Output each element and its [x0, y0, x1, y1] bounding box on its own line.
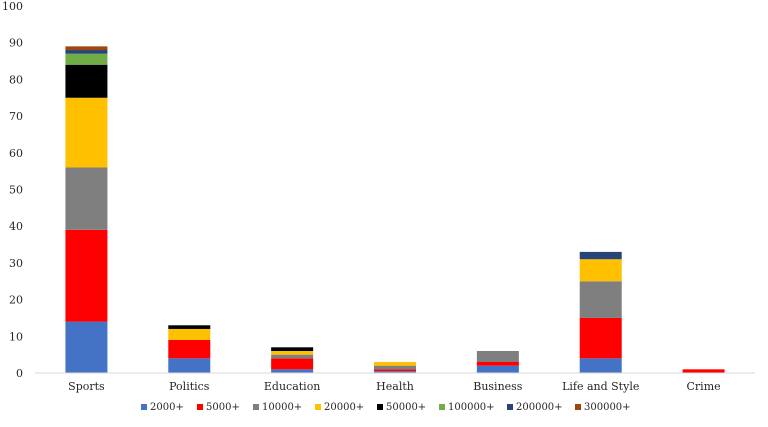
y-tick-label: 60	[9, 147, 23, 160]
legend-swatch	[197, 404, 203, 410]
bar-segment	[682, 369, 725, 373]
bar-segment	[271, 354, 314, 359]
bar-segment	[579, 251, 622, 260]
x-tick-label: Politics	[169, 380, 210, 393]
bar-segment	[168, 328, 211, 340]
bar-segment	[168, 339, 211, 359]
y-tick-label: 10	[9, 330, 23, 343]
legend-label: 200000+	[516, 402, 563, 413]
bar-segment	[65, 46, 108, 51]
plot-area-background	[35, 6, 755, 373]
bar-segment	[168, 325, 211, 329]
legend-label: 50000+	[386, 402, 426, 413]
legend-label: 2000+	[150, 402, 184, 413]
bar-segment	[271, 350, 314, 355]
bar-segment	[65, 64, 108, 98]
bar-segment	[65, 321, 108, 373]
y-tick-label: 70	[9, 110, 23, 123]
bar-segment	[374, 365, 416, 370]
bar-segment	[579, 317, 622, 359]
x-axis: Sports Politics Education Health Business Lif…	[68, 380, 720, 393]
bar-segment	[476, 365, 519, 373]
bar-segment	[476, 350, 519, 362]
x-tick-label: Education	[264, 380, 321, 393]
bar-segment	[271, 369, 314, 373]
bar-segment	[65, 50, 108, 54]
bar-segment	[168, 358, 211, 373]
bar-segment	[579, 281, 622, 318]
legend-swatch	[439, 404, 445, 410]
y-tick-label: 40	[9, 220, 23, 233]
y-tick-label: 0	[16, 367, 23, 380]
bar-segment	[65, 167, 108, 230]
legend-swatch	[141, 404, 147, 410]
bar-segment	[271, 347, 314, 351]
legend-swatch	[253, 404, 259, 410]
y-tick-label: 80	[9, 73, 23, 86]
bar-segment	[579, 358, 622, 373]
legend-label: 100000+	[448, 402, 495, 413]
bar-segment	[374, 369, 416, 372]
legend-label: 300000+	[584, 402, 631, 413]
y-tick-label: 50	[9, 184, 23, 197]
bar-segment	[476, 361, 519, 366]
bar-segment	[65, 53, 108, 65]
bar-segment	[271, 358, 314, 370]
y-axis: 0 10 20 30 40 50 60 70 80 90 100	[2, 0, 23, 380]
bar-segment	[579, 259, 622, 282]
x-tick-label: Health	[376, 380, 414, 393]
legend-swatch	[315, 404, 321, 410]
y-tick-label: 30	[9, 257, 23, 270]
bar-segment	[65, 229, 108, 322]
y-tick-label: 20	[9, 294, 23, 307]
legend: 2000+ 5000+ 10000+ 20000+ 50000+ 100000+ 20000…	[141, 402, 631, 413]
legend-label: 20000+	[324, 402, 364, 413]
legend-swatch	[507, 404, 513, 410]
bar-segment	[374, 371, 416, 373]
legend-label: 10000+	[262, 402, 302, 413]
legend-swatch	[575, 404, 581, 410]
x-tick-label: Crime	[687, 380, 721, 393]
y-tick-label: 100	[2, 0, 23, 13]
bars	[65, 46, 725, 373]
legend-label: 5000+	[206, 402, 240, 413]
y-tick-label: 90	[9, 37, 23, 50]
x-tick-label: Life and Style	[562, 380, 639, 393]
x-tick-label: Sports	[68, 380, 105, 393]
x-tick-label: Business	[473, 380, 523, 393]
legend-swatch	[377, 404, 383, 410]
bar-segment	[65, 97, 108, 168]
bar-segment	[374, 361, 416, 366]
